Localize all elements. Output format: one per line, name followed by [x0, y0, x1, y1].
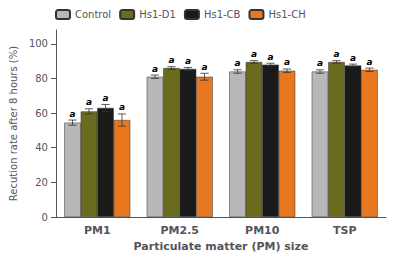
svg-text:Hs1-CH: Hs1-CH — [268, 9, 305, 20]
svg-text:a: a — [350, 53, 356, 63]
svg-text:Hs1-D1: Hs1-D1 — [139, 9, 176, 20]
svg-text:a: a — [119, 102, 125, 112]
svg-text:a: a — [317, 58, 323, 68]
svg-text:TSP: TSP — [333, 224, 357, 237]
svg-text:a: a — [102, 93, 108, 103]
svg-text:100: 100 — [29, 38, 48, 49]
svg-text:a: a — [251, 49, 257, 59]
svg-text:a: a — [86, 97, 92, 107]
svg-text:a: a — [201, 62, 207, 72]
svg-text:PM10: PM10 — [245, 224, 280, 237]
svg-text:40: 40 — [35, 142, 48, 153]
svg-text:20: 20 — [35, 177, 48, 188]
svg-text:80: 80 — [35, 73, 48, 84]
svg-text:Recution rate after 8 hours (%: Recution rate after 8 hours (%) — [8, 46, 19, 201]
svg-text:a: a — [69, 109, 75, 119]
svg-text:a: a — [168, 55, 174, 65]
svg-text:a: a — [366, 57, 372, 67]
svg-text:Control: Control — [75, 9, 111, 20]
svg-text:a: a — [152, 64, 158, 74]
svg-text:Particulate matter (PM) size: Particulate matter (PM) size — [134, 240, 309, 253]
svg-text:a: a — [284, 57, 290, 67]
svg-text:a: a — [185, 56, 191, 66]
svg-text:a: a — [234, 58, 240, 68]
svg-text:0: 0 — [42, 212, 48, 223]
svg-text:Hs1-CB: Hs1-CB — [204, 9, 241, 20]
svg-text:PM1: PM1 — [84, 224, 111, 237]
svg-text:a: a — [333, 49, 339, 59]
svg-text:PM2.5: PM2.5 — [160, 224, 199, 237]
svg-text:60: 60 — [35, 108, 48, 119]
svg-text:a: a — [267, 52, 273, 62]
